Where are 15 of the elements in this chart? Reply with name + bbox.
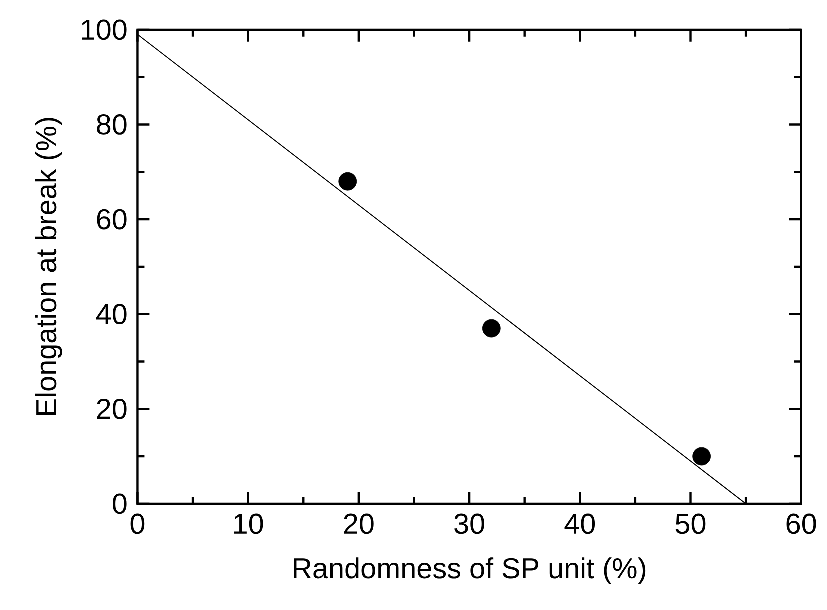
- y-tick-label: 80: [97, 114, 127, 136]
- x-tick-label: 20: [344, 514, 374, 534]
- y-tick-label: 20: [97, 399, 127, 420]
- y-tick-label: 40: [96, 304, 127, 325]
- x-tick-label: 10: [234, 514, 264, 534]
- x-tick-label: 50: [676, 514, 706, 534]
- y-tick-label: 0: [112, 494, 127, 514]
- y-tick-label: 100: [82, 20, 127, 40]
- x-axis-title: Randomness of SP unit (%): [294, 558, 646, 585]
- x-tick-label: 30: [454, 514, 484, 534]
- x-tick-label: 60: [786, 514, 816, 534]
- y-tick-label: 60: [97, 209, 127, 230]
- x-tick-label: 0: [130, 514, 145, 534]
- y-axis-title: Elongation at break (%): [36, 118, 62, 416]
- x-tick-label: 40: [564, 514, 596, 534]
